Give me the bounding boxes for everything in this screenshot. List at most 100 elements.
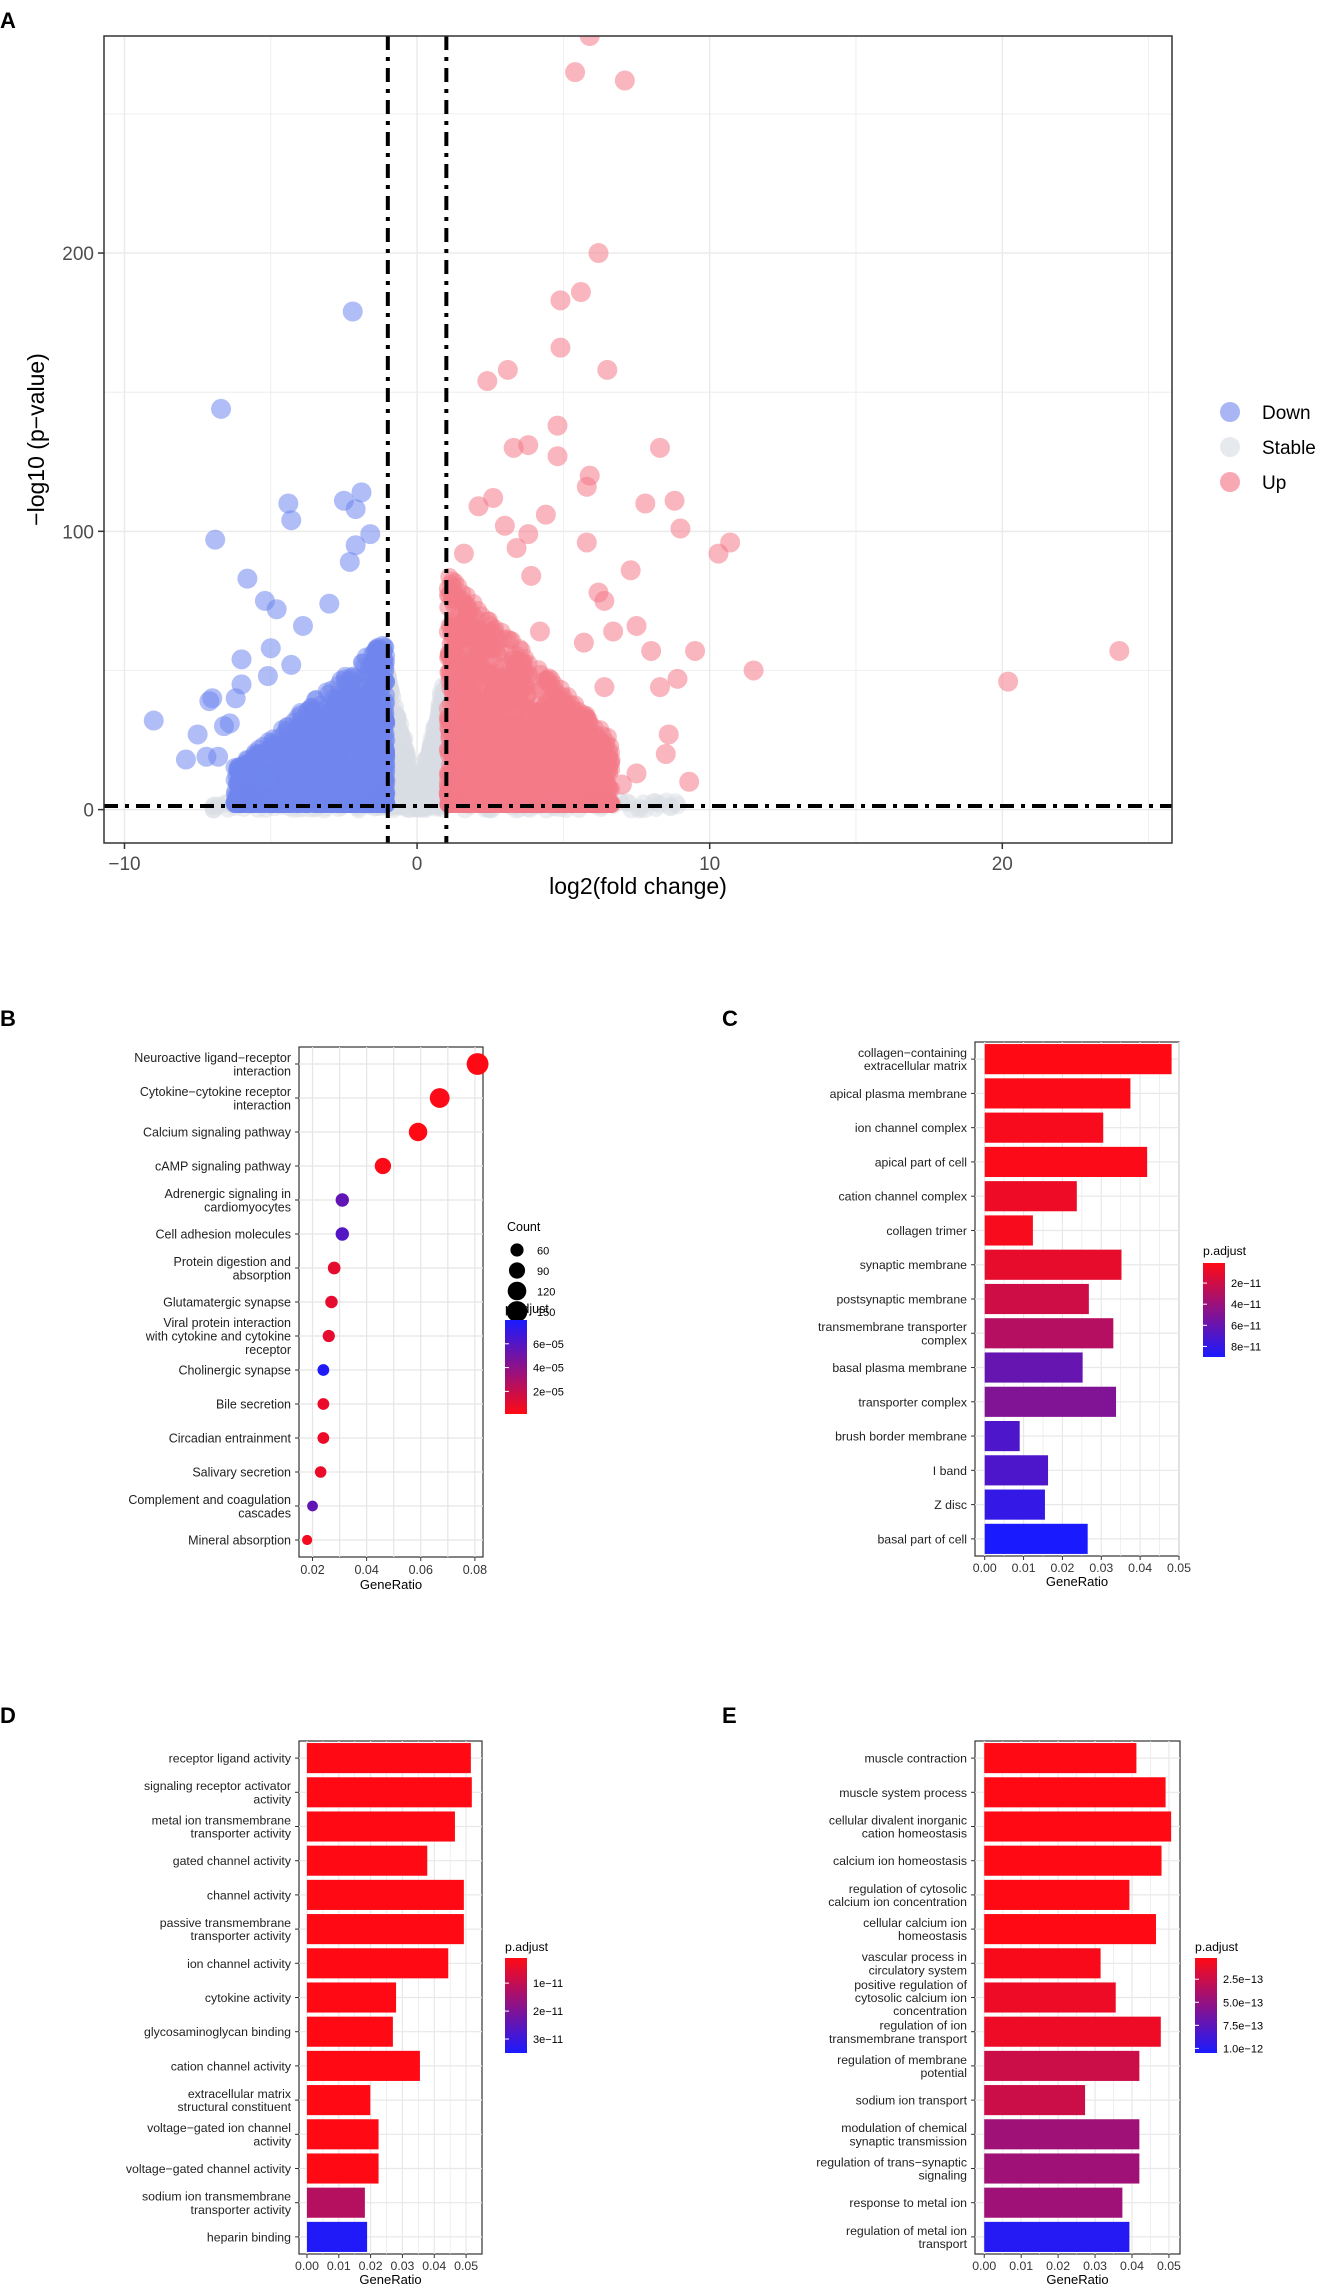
category-label: Cytokine−cytokine receptor interaction	[140, 1085, 291, 1113]
category-label: Z disc	[934, 1498, 967, 1512]
bar	[306, 1777, 472, 1808]
panel-letter-a: A	[0, 8, 16, 33]
category-label-line: transporter activity	[191, 2203, 292, 2217]
point-up	[521, 565, 542, 586]
panel-letter-d: D	[0, 1703, 16, 1728]
point-up	[518, 524, 539, 545]
category-label: cation channel activity	[171, 2059, 292, 2073]
point-down	[309, 708, 328, 727]
point-down	[175, 749, 196, 770]
category-label-line: metal ion transmembrane	[152, 1813, 292, 1827]
point-down	[354, 668, 373, 687]
category-label: cytokine activity	[205, 1991, 292, 2005]
point-down	[309, 745, 328, 764]
category-label: muscle contraction	[864, 1752, 967, 1766]
legend-label: Down	[1262, 403, 1311, 424]
category-label-line: transport	[918, 2237, 967, 2251]
size-legend-key	[508, 1262, 526, 1279]
point-up	[547, 415, 568, 436]
category-label: Mineral absorption	[188, 1534, 291, 1548]
size-legend-key	[507, 1281, 527, 1301]
x-tick-label: 0.01	[1009, 2259, 1033, 2273]
point-up	[546, 741, 565, 760]
size-legend-label: 120	[537, 1287, 555, 1299]
point-up	[667, 668, 688, 689]
bar	[984, 1743, 1137, 1774]
point-up	[594, 677, 615, 698]
category-label-line: Neuroactive ligand−receptor	[134, 1051, 291, 1065]
category-label: Adrenergic signaling in cardiomyocytes	[165, 1187, 292, 1215]
point-down	[319, 731, 338, 750]
bar	[984, 1386, 1117, 1417]
category-label-line: cytosolic calcium ion	[855, 1991, 967, 2005]
dot	[322, 1329, 335, 1343]
category-label-line: collagen trimer	[886, 1224, 967, 1238]
bar	[984, 1879, 1130, 1910]
point-up	[448, 654, 467, 673]
category-label: collagen−containing extracellular matrix	[858, 1046, 968, 1073]
x-axis-title: log2(fold change)	[549, 873, 727, 899]
x-axis-title: GeneRatio	[1046, 1574, 1108, 1589]
point-stable	[630, 800, 649, 819]
category-label-line: brush border membrane	[835, 1430, 967, 1444]
category-label-line: regulation of ion	[879, 2019, 967, 2033]
panel-letter-c: C	[722, 1006, 738, 1031]
category-label-line: Calcium signaling pathway	[143, 1126, 292, 1140]
category-label: transmembrane transporter complex	[818, 1320, 968, 1347]
category-label-line: Salivary secretion	[192, 1466, 291, 1480]
point-down	[257, 666, 278, 687]
x-axis-title: GeneRatio	[360, 1577, 422, 1592]
point-down	[292, 615, 313, 636]
bar	[306, 1811, 455, 1842]
category-label-line: Viral protein interaction	[163, 1316, 291, 1330]
plot-a-background	[104, 36, 1172, 843]
point-up	[708, 543, 729, 564]
dot	[408, 1122, 428, 1142]
bar	[984, 1078, 1131, 1109]
category-label-line: Cholinergic synapse	[178, 1364, 291, 1378]
category-label-line: ion channel complex	[855, 1121, 968, 1135]
point-up	[441, 725, 460, 744]
point-up	[477, 371, 498, 392]
point-down	[187, 724, 208, 745]
category-label: regulation of ion transmembrane transport	[829, 2019, 968, 2046]
point-up	[535, 504, 556, 525]
point-down	[364, 732, 383, 751]
bar	[306, 1982, 397, 2013]
bar	[306, 1948, 449, 1979]
category-label-line: extracellular matrix	[864, 1059, 968, 1073]
bar	[984, 1420, 1020, 1452]
x-tick-label: 0.05	[1167, 1561, 1191, 1575]
bar	[984, 2221, 1130, 2252]
point-down	[278, 730, 297, 749]
category-label: cation channel complex	[838, 1190, 967, 1204]
y-tick-label: 0	[83, 801, 94, 822]
category-label-line: transporter activity	[191, 1827, 292, 1841]
category-label: synaptic membrane	[860, 1258, 967, 1272]
bar	[984, 2050, 1140, 2081]
x-tick-label: 0.05	[454, 2259, 478, 2273]
point-up	[538, 777, 559, 798]
category-label-line: Z disc	[934, 1498, 967, 1512]
x-axis-title: GeneRatio	[359, 2272, 421, 2287]
category-label: voltage−gated ion channel activity	[147, 2121, 292, 2148]
point-down	[281, 654, 302, 675]
point-down	[228, 757, 249, 778]
point-up	[626, 615, 647, 636]
color-legend-label: 5.0e−13	[1223, 1997, 1263, 2009]
color-legend-label: 4e−11	[1231, 1299, 1261, 1311]
x-tick-label: 0.02	[359, 2259, 383, 2273]
point-down	[205, 529, 226, 550]
category-label-line: basal plasma membrane	[832, 1361, 967, 1375]
category-label-line: transporter activity	[191, 1929, 292, 1943]
point-down	[351, 769, 370, 788]
category-label-line: cellular calcium ion	[863, 1916, 967, 1930]
point-down	[363, 685, 382, 704]
point-down	[367, 640, 386, 659]
point-down	[225, 688, 246, 709]
category-label-line: regulation of membrane	[837, 2053, 967, 2067]
category-label: modulation of chemical synaptic transmiss…	[841, 2121, 967, 2148]
category-label-line: transporter complex	[858, 1395, 968, 1409]
category-label-line: interaction	[233, 1064, 291, 1078]
